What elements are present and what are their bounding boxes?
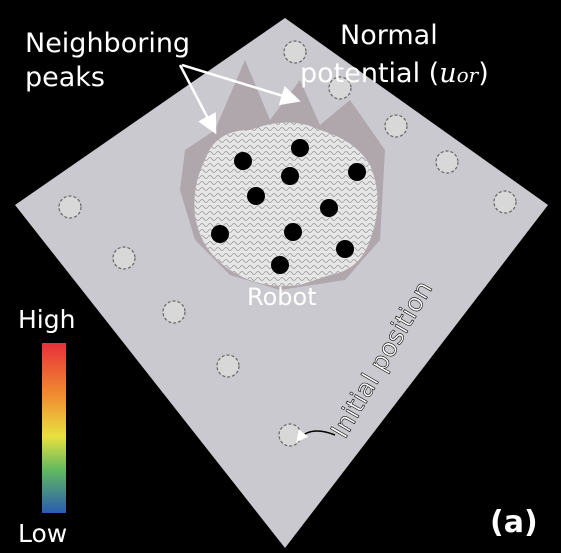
colorbar-label: High bbox=[18, 305, 75, 334]
annotation: potential (uor) bbox=[300, 58, 489, 89]
colorbar bbox=[42, 343, 66, 513]
annotation-part: u bbox=[439, 58, 456, 89]
figure: Neighboring peaks Normal potential (uor)… bbox=[0, 0, 561, 553]
annotation-part: potential ( bbox=[300, 58, 439, 89]
annotation: peaks bbox=[25, 62, 105, 93]
annotation: Normal bbox=[340, 20, 438, 51]
annotation-part: or bbox=[457, 63, 480, 87]
annotation: Robot bbox=[247, 283, 317, 311]
annotation: Neighboring bbox=[25, 28, 190, 59]
panel-label: (a) bbox=[490, 505, 538, 540]
colorbar-label: Low bbox=[18, 519, 67, 548]
annotation-part: ) bbox=[478, 58, 489, 89]
